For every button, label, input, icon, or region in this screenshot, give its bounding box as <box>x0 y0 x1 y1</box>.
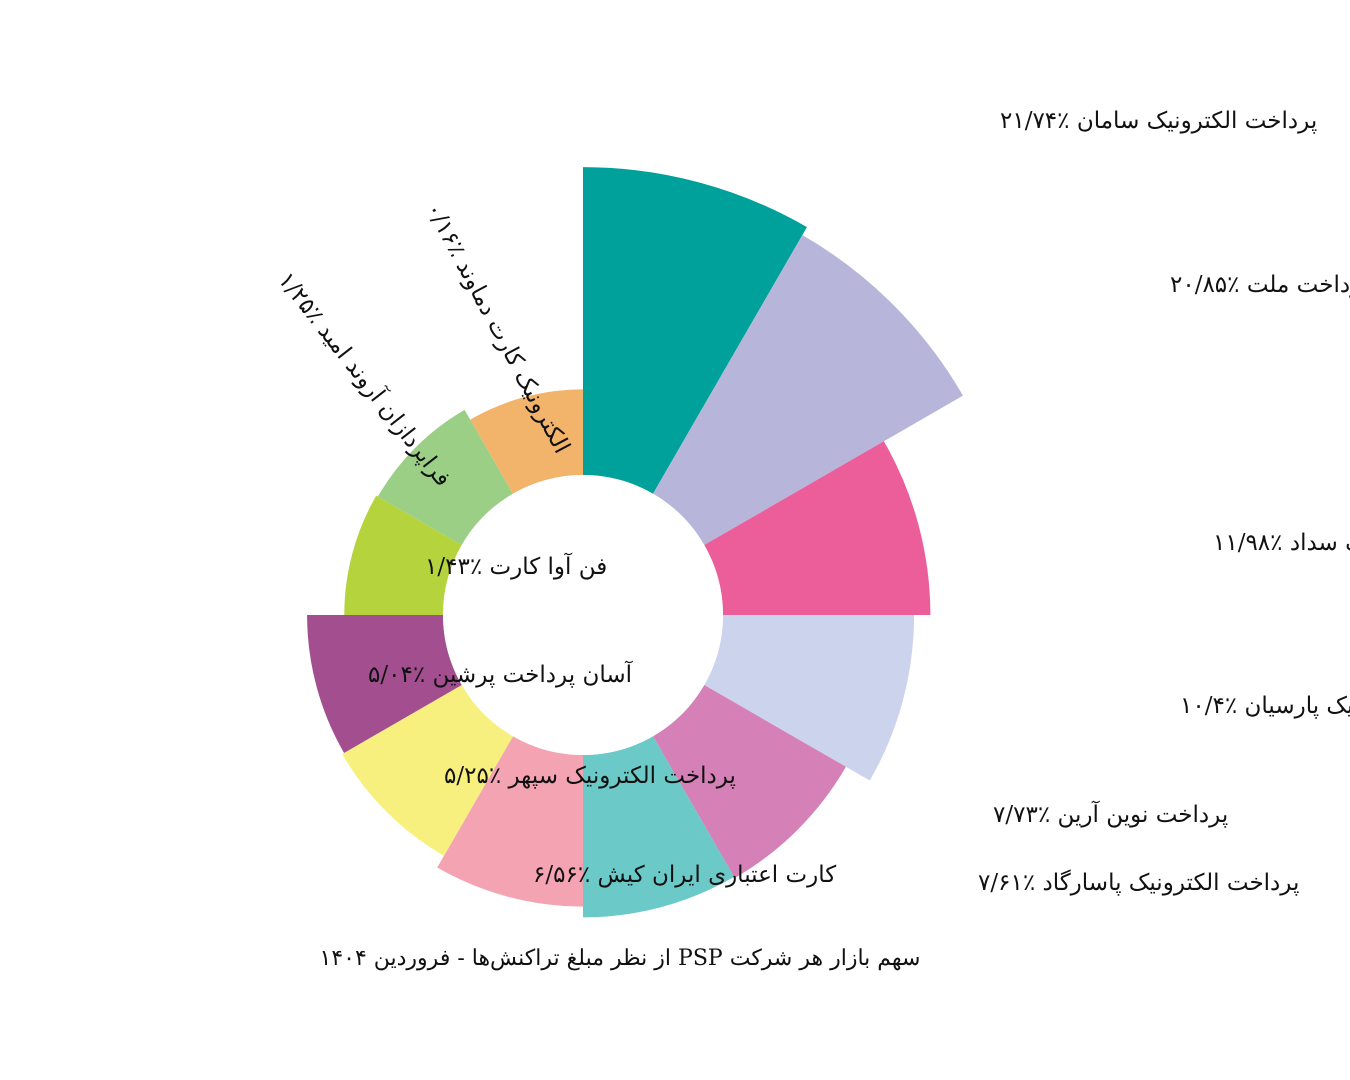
sector-label-8: پرداخت الکترونیک سپهر ٪۵/۲۵ <box>444 763 736 789</box>
sector-7 <box>437 736 583 907</box>
sector-6 <box>583 736 735 918</box>
sector-9 <box>307 615 462 753</box>
center-hole <box>443 475 723 755</box>
sector-1 <box>583 167 807 494</box>
sector-label-2: به پرداخت ملت ٪۲۰/۸۵ <box>1170 272 1350 298</box>
sector-label-3: پرداخت الکترونیک سداد ٪۱۱/۹۸ <box>1213 530 1350 556</box>
chart-title: سهم بازار هر شرکت PSP از نظر مبلغ تراکنش… <box>320 946 921 971</box>
sector-2 <box>653 235 963 545</box>
sector-11 <box>377 409 513 545</box>
sector-label-1: پرداخت الکترونیک سامان ٪۲۱/۷۴ <box>1000 108 1317 134</box>
sector-label-10: فن آوا کارت ٪۱/۴۳ <box>425 552 607 580</box>
sector-label-9: آسان پرداخت پرشین ٪۵/۰۴ <box>368 660 634 688</box>
sector-4 <box>704 615 915 781</box>
sector-label-11: فراپردازان آروند امید ٪۱/۲۵ <box>273 266 458 491</box>
sector-12 <box>470 389 583 494</box>
sector-3 <box>704 441 931 615</box>
sector-5 <box>653 685 846 878</box>
sector-label-7: کارت اعتباری ایران کیش ٪۶/۵۶ <box>533 862 836 888</box>
chart-sectors <box>307 167 963 918</box>
sector-8 <box>342 685 513 856</box>
sector-label-5: پرداخت نوین آرین ٪۷/۷۳ <box>993 800 1228 828</box>
sector-10 <box>344 495 462 615</box>
sector-label-6: پرداخت الکترونیک پاسارگاد ٪۷/۶۱ <box>978 869 1299 896</box>
sector-label-4: تجارت الکترونیک پارسیان ٪۱۰/۴ <box>1180 693 1350 719</box>
